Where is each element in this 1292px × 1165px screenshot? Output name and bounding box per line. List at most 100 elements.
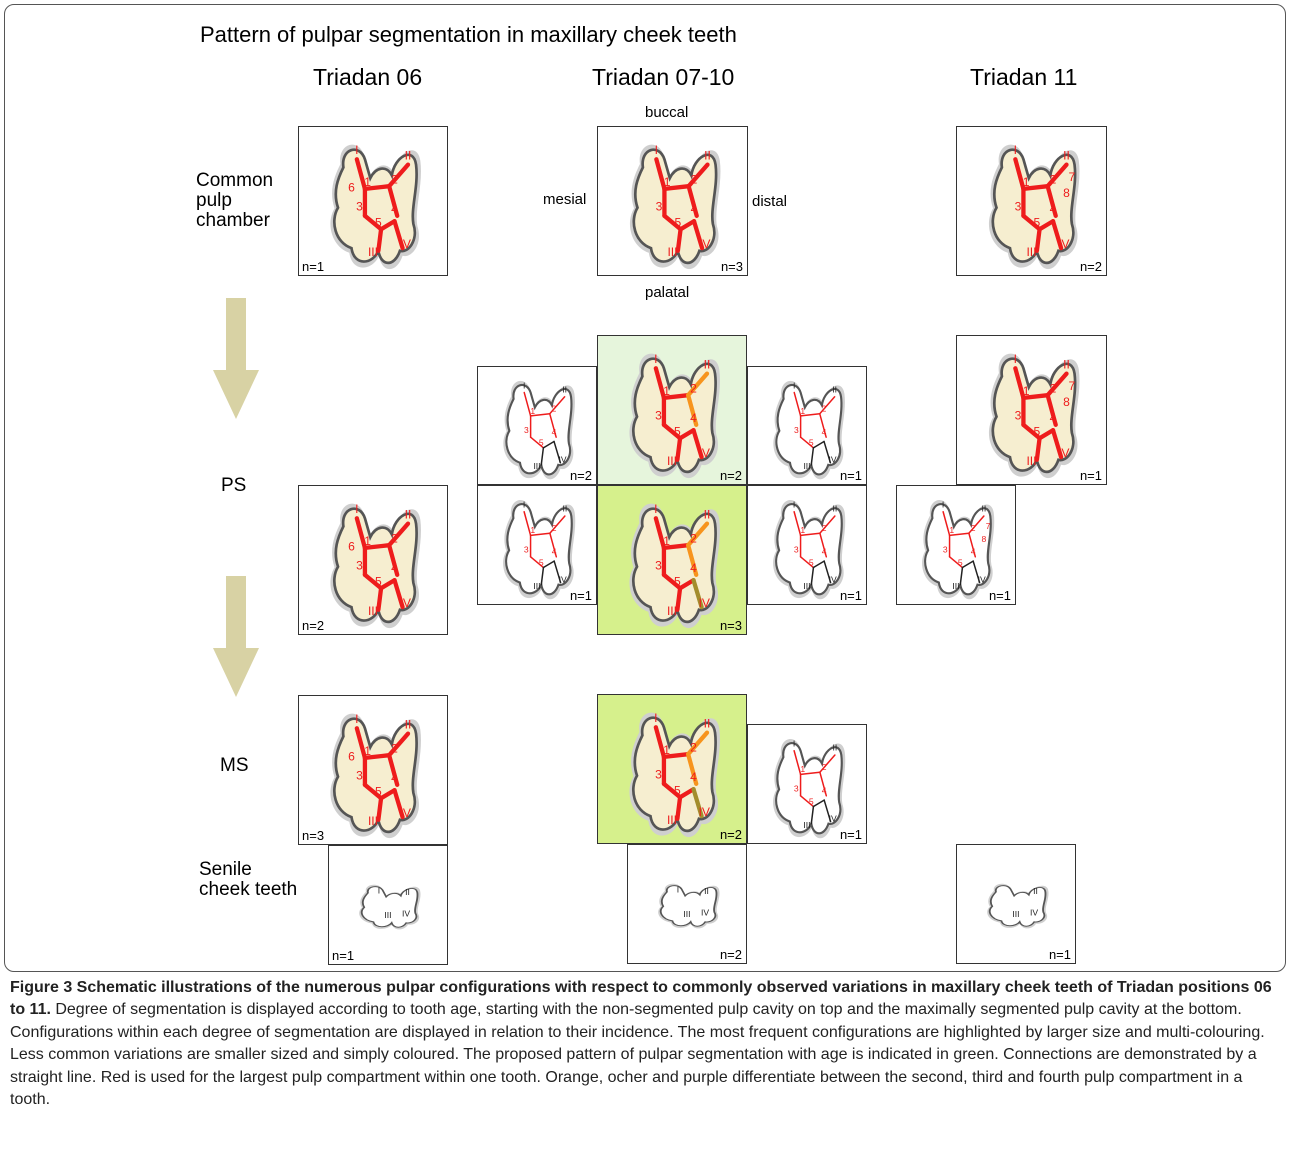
pulp-label: 3 bbox=[356, 558, 363, 572]
pulp-label: 5 bbox=[674, 784, 681, 798]
panel-07-10-ps-variant-c: 1 2 3 4 5 I II III IV n=1 bbox=[747, 366, 867, 485]
pulp-label: I bbox=[1014, 352, 1017, 366]
pulp-connection-line bbox=[823, 560, 832, 584]
pulp-label: IV bbox=[829, 814, 837, 824]
pulp-connection-line bbox=[819, 515, 836, 534]
pulp-connection-line bbox=[812, 799, 825, 808]
panel-07-10-ps-variant-b: 1 2 3 4 5 I II III IV n=2 bbox=[597, 335, 747, 485]
pulp-connection-line bbox=[1021, 393, 1050, 401]
pulp-label: 2 bbox=[391, 742, 398, 756]
pulp-connection-line bbox=[812, 440, 825, 449]
pulp-connection-line bbox=[799, 436, 815, 449]
pulp-connection-line bbox=[540, 566, 545, 586]
pulp-connection-line bbox=[386, 162, 411, 189]
pulp-label: 1 bbox=[530, 406, 535, 416]
pulp-label: III bbox=[952, 581, 959, 591]
pulp-label: 3 bbox=[943, 545, 948, 555]
pulp-label: III bbox=[1026, 454, 1036, 468]
pulp-label: III bbox=[803, 461, 810, 471]
panel-07-10-ps-variant-a: 1 2 3 4 5 I II III IV n=2 bbox=[477, 366, 597, 485]
pulp-connection-line bbox=[819, 413, 827, 438]
pulp-connection-line bbox=[1034, 227, 1042, 253]
pulp-connection-line bbox=[376, 227, 384, 253]
pulp-connection-line bbox=[675, 227, 683, 253]
panel-count: n=1 bbox=[839, 827, 862, 842]
pulp-connection-line bbox=[661, 781, 683, 800]
pulp-connection-line bbox=[968, 532, 977, 558]
pulp-label: I bbox=[942, 499, 944, 509]
pulp-connection-line bbox=[1045, 184, 1058, 218]
pulp-connection-line bbox=[1045, 393, 1058, 427]
pulp-label: 5 bbox=[539, 438, 544, 448]
pulp-label: II bbox=[704, 148, 711, 162]
pulp-connection-line bbox=[823, 440, 832, 464]
pulp-label: 2 bbox=[552, 404, 557, 414]
pulp-label: 2 bbox=[391, 173, 398, 187]
pulp-connection-line bbox=[661, 393, 691, 401]
pulp-label: 4 bbox=[971, 547, 976, 557]
row-label-senile-1: Senile bbox=[199, 859, 252, 880]
pulp-connection-line bbox=[549, 532, 558, 558]
pulp-connection-line bbox=[948, 532, 970, 537]
pulp-connection-line bbox=[529, 413, 551, 417]
pulp-label: 4 bbox=[822, 786, 827, 796]
pulp-connection-line bbox=[810, 805, 815, 825]
panel-count: n=3 bbox=[719, 618, 742, 633]
panel-count: n=2 bbox=[719, 947, 742, 962]
pulp-label: IV bbox=[1030, 907, 1038, 917]
pulp-label: 1 bbox=[800, 525, 805, 535]
pulp-connection-line bbox=[549, 515, 566, 534]
column-heading-triadan-07-10: Triadan 07-10 bbox=[592, 64, 735, 90]
pulp-connection-line bbox=[386, 521, 411, 548]
pulp-label: 2 bbox=[691, 173, 698, 187]
pulp-connection-line bbox=[553, 560, 562, 584]
pulp-connection-line bbox=[823, 799, 832, 823]
pulp-connection-line bbox=[948, 556, 964, 569]
pulp-label: IV bbox=[400, 596, 412, 610]
pulp-label: 3 bbox=[655, 558, 662, 572]
pulp-connection-line bbox=[549, 396, 566, 415]
pulp-connection-line bbox=[799, 413, 821, 417]
pulp-label: II bbox=[704, 716, 711, 730]
pulp-connection-line bbox=[378, 578, 397, 591]
panel-11-ps-variant-a: 1 2 3 4 5 7 8 I II III IV n=1 bbox=[956, 335, 1107, 485]
pulp-connection-line bbox=[1021, 213, 1042, 232]
pulp-connection-line bbox=[968, 515, 985, 534]
pulp-label: 2 bbox=[391, 532, 398, 546]
pulp-connection-line bbox=[685, 371, 710, 398]
panel-06-ps: 1 2 3 4 5 6 I II III IV n=2 bbox=[298, 485, 448, 635]
panel-11-ps-variant-b: 1 2 3 4 5 7 8 I II III IV n=1 bbox=[896, 485, 1016, 605]
panel-06-common: 1 2 3 4 5 6 I II III IV n=1 bbox=[298, 126, 448, 276]
pulp-label: 8 bbox=[1063, 395, 1070, 409]
pulp-connection-line bbox=[959, 566, 964, 586]
pulp-connection-line bbox=[540, 447, 545, 466]
pulp-label: 1 bbox=[800, 406, 805, 416]
pulp-connection-line bbox=[686, 162, 710, 189]
panel-count: n=2 bbox=[1079, 259, 1102, 274]
pulp-label: II bbox=[405, 148, 412, 162]
panel-07-10-common: 1 2 3 4 5 I II III IV n=3 bbox=[597, 126, 748, 276]
panel-count: n=1 bbox=[1079, 468, 1102, 483]
pulp-label: IV bbox=[699, 596, 711, 610]
pulp-label: 3 bbox=[655, 408, 662, 422]
pulp-connection-line bbox=[677, 578, 696, 591]
pulp-connection-line bbox=[542, 560, 555, 569]
pulp-label: 2 bbox=[552, 523, 557, 533]
pulp-connection-line bbox=[392, 788, 405, 820]
pulp-label: 4 bbox=[552, 427, 557, 437]
pulp-label: 4 bbox=[391, 561, 398, 575]
pulp-label: IV bbox=[1058, 446, 1070, 460]
pulp-connection-line bbox=[1050, 219, 1064, 251]
pulp-label: 3 bbox=[794, 784, 799, 794]
direction-mesial: mesial bbox=[543, 191, 587, 208]
pulp-connection-line bbox=[819, 532, 828, 558]
pulp-label: 4 bbox=[391, 202, 398, 216]
pulp-label: IV bbox=[701, 907, 709, 917]
pulp-connection-line bbox=[812, 560, 825, 569]
pulp-connection-line bbox=[354, 157, 368, 192]
